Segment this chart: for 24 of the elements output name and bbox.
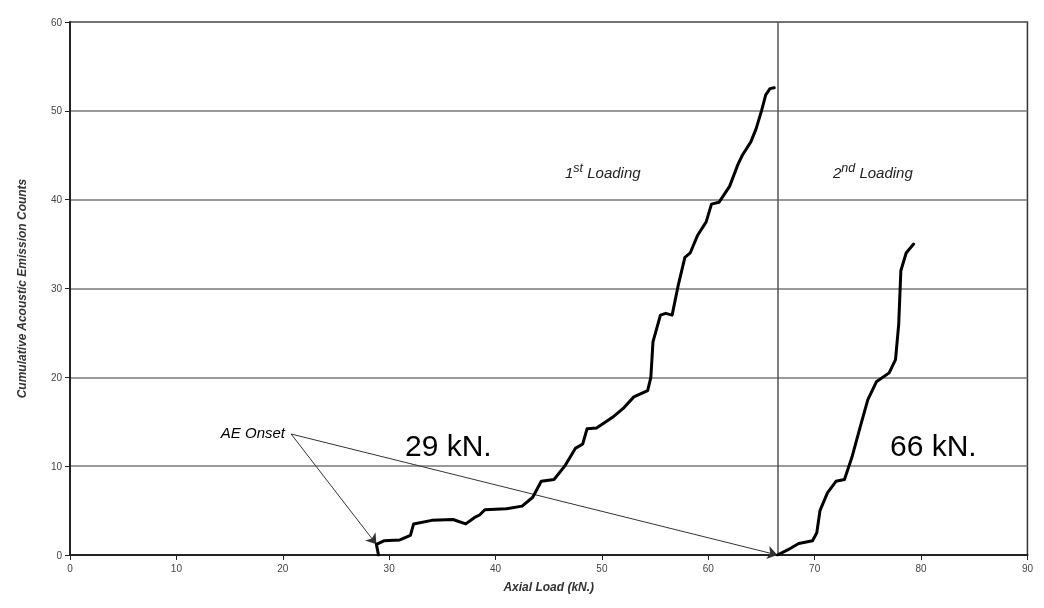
x-tick-label: 10 (170, 562, 183, 574)
y-tick-label: 10 (50, 460, 63, 472)
x-tick-label: 30 (383, 562, 396, 574)
x-tick-label: 80 (915, 562, 928, 574)
y-tick-label: 20 (50, 371, 63, 383)
x-tick-label: 0 (67, 562, 74, 574)
x-tick-label: 70 (809, 562, 821, 574)
y-tick-label: 0 (56, 549, 63, 561)
x-tick-label: 50 (596, 562, 608, 574)
annotation: 2$^{nd}$ Loading (833, 160, 913, 183)
x-tick-label: 20 (277, 562, 289, 574)
annotation: 1$^{st}$ Loading (565, 160, 641, 183)
y-tick-label: 30 (50, 283, 63, 294)
y-tick-label: 50 (50, 105, 63, 117)
x-tick-label: 90 (1021, 562, 1034, 574)
annotation: 29 kN. (405, 428, 492, 462)
annotation: 66 kN. (890, 428, 977, 462)
y-tick-label: 40 (50, 194, 63, 206)
x-tick-label: 40 (489, 562, 502, 574)
annotation: AE Onset (219, 423, 286, 441)
x-tick-label: 60 (702, 562, 715, 574)
y-axis-title: Cumulative Acoustic Emission Counts (15, 178, 29, 399)
y-tick-label: 60 (50, 16, 63, 28)
x-axis-title: Axial Load (kN.) (502, 580, 595, 594)
